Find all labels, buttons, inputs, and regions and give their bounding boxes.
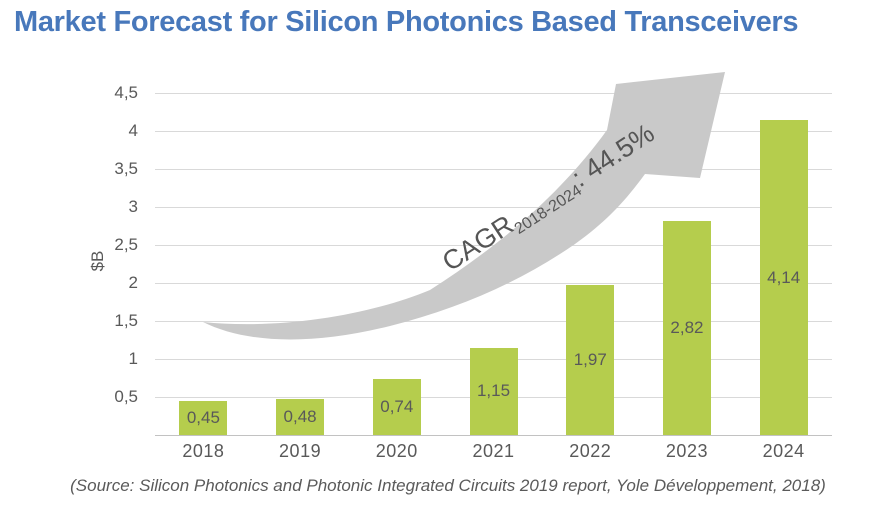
y-tick: 4,5: [114, 83, 138, 102]
x-tick: 2021: [472, 441, 515, 461]
bar-2021: 1,15: [469, 347, 518, 435]
y-tick: 2,5: [114, 235, 138, 254]
y-axis-label: $B: [88, 250, 107, 272]
bar-value-label: 1,97: [573, 350, 607, 370]
plot-area: 0,45 0,48 0,74 1,15 1,97 2,82 4,14: [155, 93, 832, 436]
y-tick: 1: [128, 349, 138, 368]
bar-2024: 4,14: [759, 120, 808, 435]
x-tick: 2024: [762, 441, 805, 461]
y-tick: 2: [128, 273, 138, 292]
x-tick: 2022: [569, 441, 612, 461]
x-tick: 2023: [665, 441, 708, 461]
bar-2020: 0,74: [372, 378, 421, 435]
x-axis-ticks: 2018 2019 2020 2021 2022 2023 2024: [155, 441, 832, 462]
bar-value-label: 0,74: [380, 396, 414, 416]
source-citation: (Source: Silicon Photonics and Photonic …: [70, 476, 826, 495]
bar-value-label: 0,45: [186, 407, 220, 427]
bar-value-label: 0,48: [283, 406, 317, 426]
bar-2022: 1,97: [566, 285, 615, 435]
bar-value-label: 1,15: [476, 381, 511, 401]
x-tick: 2018: [182, 441, 225, 461]
bar-value-label: 4,14: [767, 267, 801, 287]
y-tick: 4: [128, 121, 138, 140]
y-tick: 0,5: [114, 387, 138, 406]
y-tick: 3,5: [114, 159, 138, 178]
y-tick: 1,5: [114, 311, 138, 330]
page-title: Market Forecast for Silicon Photonics Ba…: [14, 6, 799, 38]
bar-2023: 2,82: [662, 220, 711, 435]
y-axis-ticks: 4,5 4 3,5 3 2,5 2 1,5 1 0,5: [62, 83, 138, 435]
bar-value-label: 2,82: [670, 317, 704, 337]
x-tick: 2020: [375, 441, 418, 461]
x-tick: 2019: [279, 441, 322, 461]
y-tick: 3: [128, 197, 138, 216]
bar-2019: 0,48: [276, 398, 325, 435]
bar-2018: 0,45: [179, 400, 228, 435]
